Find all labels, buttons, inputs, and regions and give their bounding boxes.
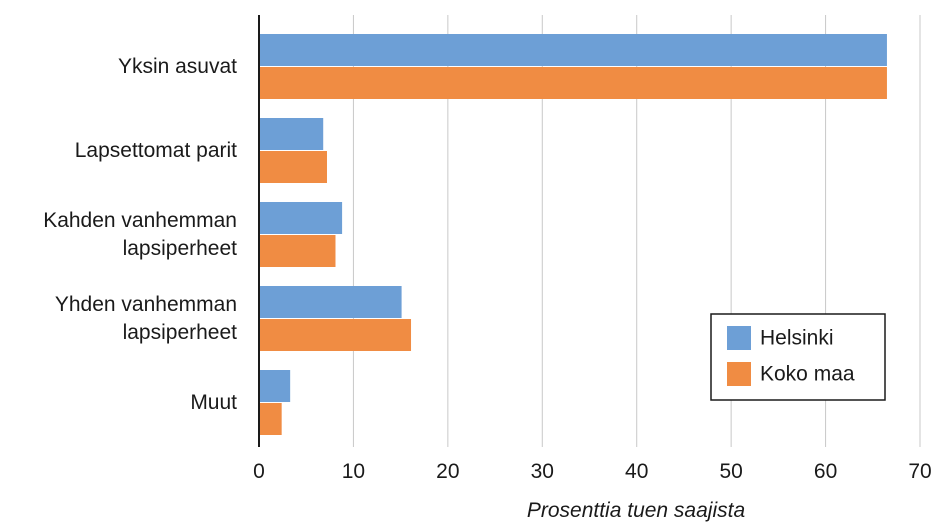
legend-label-0: Helsinki [760,327,834,350]
bars [259,34,887,435]
category-label-2-0: Kahden vanhemman [43,209,237,232]
category-label-2-1: lapsiperheet [123,237,238,260]
x-tick-10: 10 [342,460,365,483]
category-label-1-0: Lapsettomat parit [75,139,237,162]
category-label-3-1: lapsiperheet [123,321,238,344]
bar-helsinki-0 [259,34,887,66]
legend-swatch-0 [727,326,751,350]
bar-koko-maa-0 [259,67,887,99]
x-tick-50: 50 [719,460,742,483]
legend: Helsinki Koko maa [710,313,886,401]
bar-helsinki-3 [259,286,402,318]
x-tick-40: 40 [625,460,648,483]
x-axis-label: Prosenttia tuen saajista [527,499,745,522]
x-tick-60: 60 [814,460,837,483]
x-tick-70: 70 [908,460,931,483]
x-tick-labels: 0 10 20 30 40 50 60 70 [253,460,932,483]
bar-koko-maa-3 [259,319,412,351]
x-tick-20: 20 [436,460,459,483]
x-tick-30: 30 [531,460,554,483]
legend-label-1: Koko maa [760,363,855,386]
bar-helsinki-4 [259,370,291,402]
category-label-4-0: Muut [190,391,237,414]
legend-swatch-1 [727,362,751,386]
bar-koko-maa-4 [259,403,282,435]
bar-koko-maa-1 [259,151,327,183]
category-labels: Yksin asuvat Lapsettomat parit Kahden vanh… [43,55,237,414]
bar-helsinki-1 [259,118,324,150]
x-tick-0: 0 [253,460,265,483]
category-label-0-0: Yksin asuvat [118,55,237,78]
category-label-3-0: Yhden vanhemman [55,293,237,316]
bar-koko-maa-2 [259,235,336,267]
bar-helsinki-2 [259,202,343,234]
